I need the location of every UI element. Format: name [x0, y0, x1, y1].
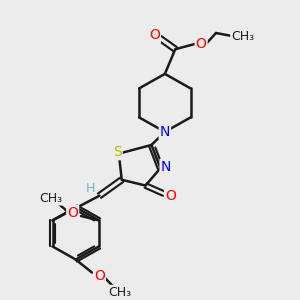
Text: N: N [160, 160, 171, 174]
Text: O: O [196, 37, 207, 51]
Text: CH₃: CH₃ [109, 286, 132, 299]
Text: O: O [165, 189, 176, 203]
Text: CH₃: CH₃ [231, 30, 254, 43]
Text: O: O [94, 269, 105, 283]
Text: CH₃: CH₃ [39, 191, 62, 205]
Text: S: S [113, 145, 122, 159]
Text: O: O [149, 28, 160, 42]
Text: O: O [67, 206, 78, 220]
Text: H: H [85, 182, 94, 195]
Text: N: N [160, 125, 170, 139]
